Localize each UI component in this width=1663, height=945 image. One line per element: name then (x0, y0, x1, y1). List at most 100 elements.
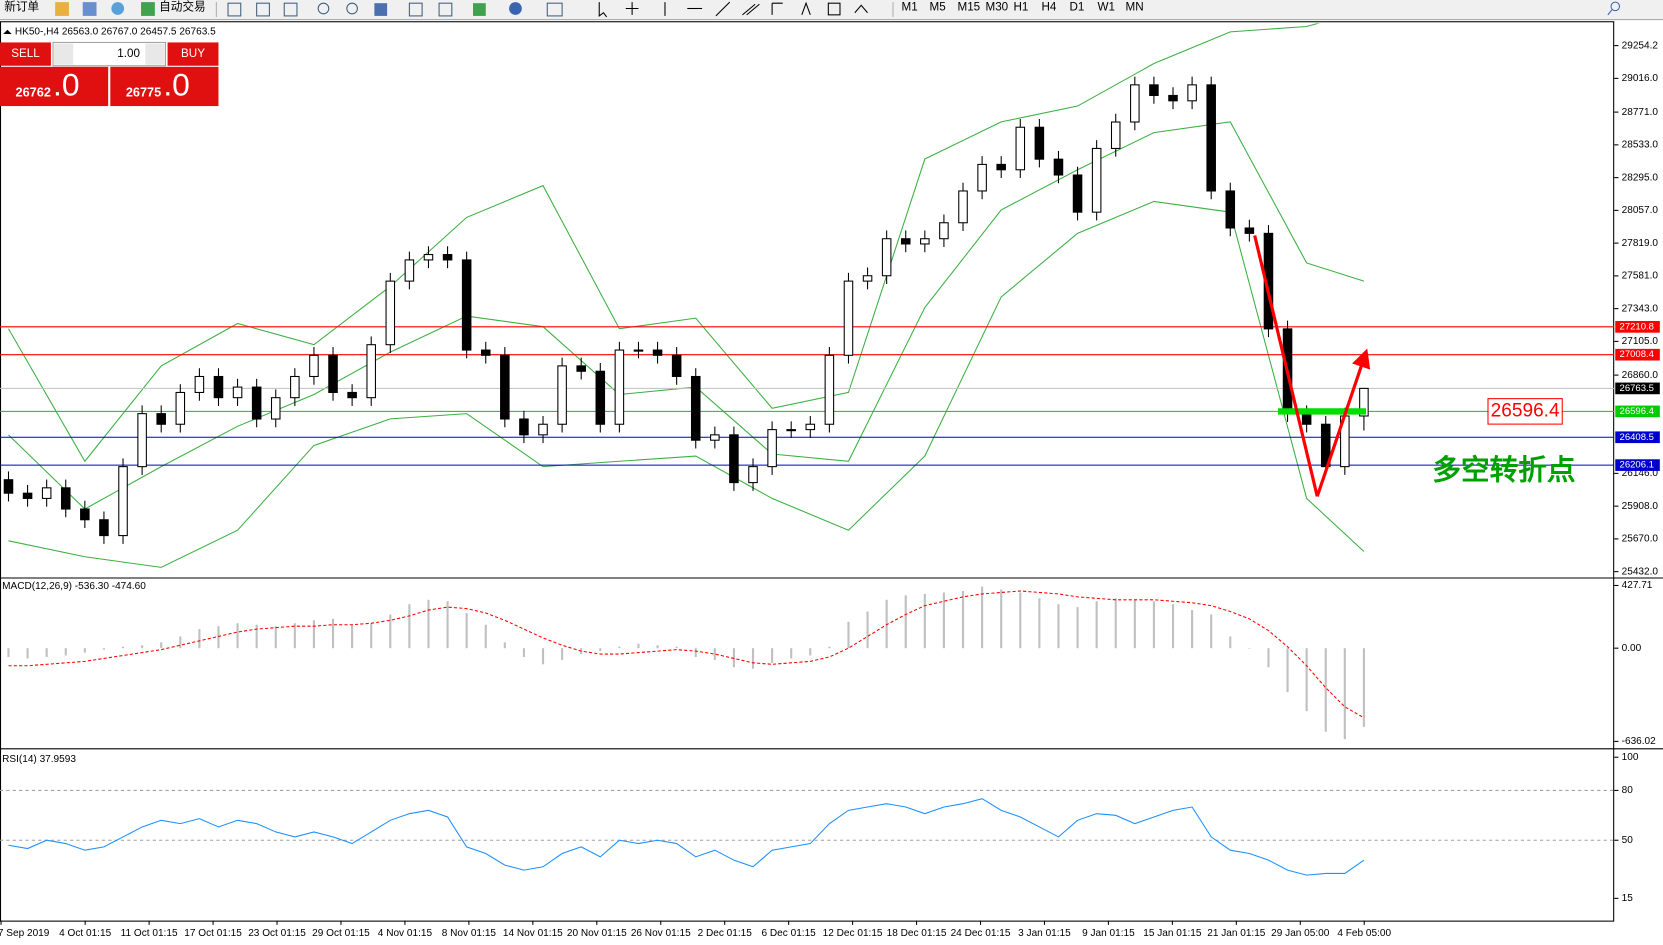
lots-down[interactable] (54, 43, 74, 65)
trendline-tool[interactable] (715, 1, 731, 17)
lots-input[interactable] (52, 41, 166, 67)
candle-body (404, 259, 415, 282)
macd-bar (1324, 648, 1327, 732)
candle-body (805, 423, 816, 431)
y-tick-label: 28295.0 (1622, 172, 1659, 183)
icon[interactable] (283, 2, 298, 17)
candle-body (175, 391, 186, 425)
new-order-button[interactable]: 新订单 (4, 0, 39, 14)
macd-bar (1133, 599, 1136, 649)
templates[interactable] (546, 2, 563, 17)
level-label-bg (1615, 348, 1660, 361)
channel-tool[interactable] (742, 3, 760, 16)
x-tick-label: 12 Dec 01:15 (823, 928, 883, 939)
auto-trading-button[interactable]: 自动交易 (159, 0, 206, 14)
ask-fraction: .0 (163, 66, 190, 102)
y-tick-label: 25908.0 (1622, 501, 1659, 512)
timeframe-button[interactable]: MN (1125, 1, 1143, 14)
macd-bar (1019, 592, 1022, 649)
macd-bar (828, 646, 831, 649)
timeframe-button[interactable]: D1 (1069, 1, 1084, 14)
macd-bar (694, 648, 697, 657)
collapse-icon[interactable] (3, 29, 12, 34)
bid-box[interactable] (0, 66, 109, 107)
candle-body (671, 354, 682, 378)
y-tick-label: 29254.2 (1622, 40, 1659, 51)
turning-point-label: 多空转折点 (1432, 454, 1575, 487)
price-plot: 26596.4 多空转折点 (0, 23, 1615, 568)
y-tick-label: 27581.0 (1622, 271, 1659, 282)
search-handle (1607, 9, 1613, 16)
macd-bar (809, 648, 812, 656)
timeframe-button[interactable]: H4 (1041, 1, 1056, 14)
icon[interactable] (374, 3, 388, 16)
icon[interactable] (55, 2, 69, 16)
zoom-in[interactable] (317, 2, 330, 15)
ask-box[interactable] (110, 66, 219, 107)
timeframe-button[interactable]: M5 (929, 1, 945, 14)
x-tick-label: 11 Oct 01:15 (121, 928, 178, 939)
candle-body (232, 386, 243, 399)
arrows-tool[interactable] (854, 4, 868, 14)
macd-bar (1248, 648, 1251, 649)
candle-body (156, 413, 166, 425)
timeframe-button[interactable]: M30 (985, 1, 1008, 14)
icon[interactable] (256, 2, 270, 17)
y-tick-label: 28771.0 (1622, 107, 1659, 118)
macd-bar (1286, 648, 1289, 693)
timeframe-button[interactable]: H1 (1013, 1, 1028, 14)
candle-body (996, 163, 1006, 171)
timeframe-button[interactable]: M15 (957, 1, 980, 14)
macd-bar (1305, 648, 1308, 712)
search[interactable] (1610, 1, 1621, 12)
zoom-out[interactable] (346, 2, 358, 15)
x-tick-label: 2 Dec 01:15 (698, 928, 753, 939)
macd-bar (866, 611, 869, 649)
macd-bar (1229, 636, 1232, 649)
price-callout-box (1487, 398, 1563, 425)
crosshair-tool[interactable] (625, 2, 639, 15)
timeframe-button[interactable]: M1 (901, 1, 917, 14)
lots-up[interactable] (145, 43, 165, 65)
icon[interactable] (408, 2, 423, 17)
timeframe-button[interactable]: W1 (1097, 1, 1114, 14)
indicators[interactable] (473, 3, 486, 16)
macd-bar (732, 648, 735, 668)
icon[interactable] (82, 2, 97, 16)
candle-body (385, 280, 396, 346)
candle-body (3, 479, 14, 494)
candle-body (442, 254, 453, 261)
x-tick-label: 4 Oct 01:15 (59, 928, 111, 939)
price-callout: 26596.4 (1491, 400, 1560, 421)
y-tick-label: 27105.0 (1622, 336, 1659, 347)
sell-button[interactable] (0, 42, 51, 66)
candle-body (270, 397, 281, 420)
candle-body (1187, 84, 1197, 102)
lots-value[interactable]: 1.00 (117, 47, 140, 60)
cursor-tool[interactable] (598, 2, 608, 18)
candle-body (423, 254, 434, 261)
text-tool[interactable] (801, 1, 811, 16)
candle-body (290, 375, 300, 399)
x-tick-label: 4 Nov 01:15 (378, 928, 433, 939)
periods[interactable] (509, 2, 522, 15)
candle-body (366, 344, 376, 399)
auto-trading-icon[interactable] (141, 2, 155, 16)
buy-button[interactable] (167, 42, 219, 66)
icon[interactable] (438, 2, 453, 17)
macd-bar (83, 648, 86, 653)
macd-bar (923, 593, 926, 649)
macd-bar (1038, 598, 1041, 649)
fibo-tool[interactable] (771, 2, 783, 15)
icon[interactable] (111, 2, 125, 15)
rsi-title: RSI(14) 37.9593 (2, 754, 76, 765)
candle-body (118, 466, 128, 537)
icon[interactable] (227, 2, 242, 17)
macd-bar (1076, 607, 1079, 649)
label-tool[interactable] (827, 2, 841, 16)
y-tick-label: 28057.0 (1622, 205, 1659, 216)
macd-bar (599, 648, 602, 652)
macd-bar (389, 614, 392, 649)
rsi-plot (0, 789, 1615, 876)
